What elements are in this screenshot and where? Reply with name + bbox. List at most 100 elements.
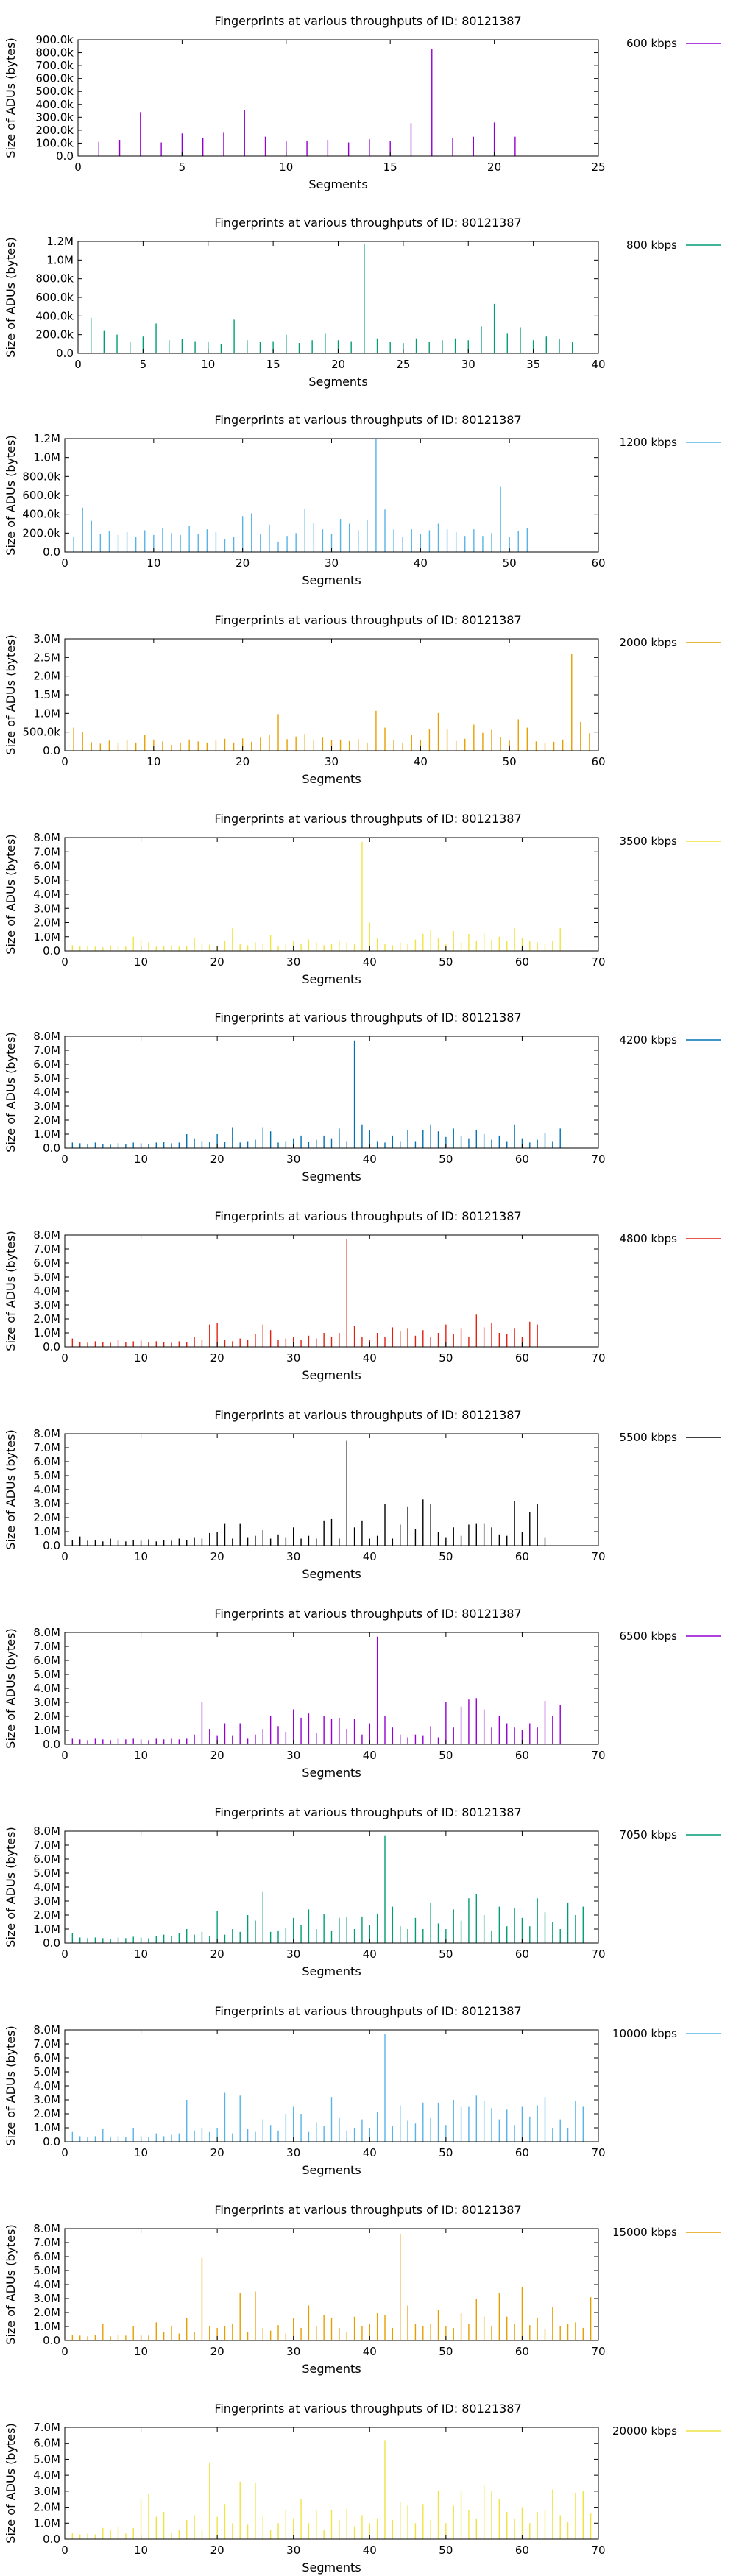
x-axis-label: Segments <box>302 1964 361 1978</box>
x-tick-label: 10 <box>134 1153 148 1166</box>
x-tick-label: 60 <box>515 2345 529 2358</box>
x-tick-label: 5 <box>179 160 186 174</box>
y-tick-label: 200.0k <box>35 124 74 137</box>
y-tick-label: 8.0M <box>33 1030 60 1043</box>
y-tick-label: 0.0 <box>43 1936 60 1950</box>
chart-panel-5: Fingerprints at various throughputs of I… <box>4 812 721 986</box>
x-tick-label: 50 <box>439 1947 453 1961</box>
y-tick-label: 1.0M <box>33 1525 60 1538</box>
y-tick-label: 0.0 <box>43 944 60 958</box>
x-tick-label: 70 <box>591 1550 605 1563</box>
x-tick-label: 40 <box>363 2146 377 2159</box>
legend-label: 7050 kbps <box>620 1828 678 1841</box>
x-tick-label: 40 <box>363 955 377 969</box>
y-tick-label: 7.0M <box>33 845 60 858</box>
y-tick-label: 400.0k <box>22 508 60 521</box>
x-axis-label: Segments <box>302 2163 361 2177</box>
y-tick-label: 2.0M <box>33 2306 60 2319</box>
x-tick-label: 40 <box>414 755 428 768</box>
x-tick-label: 0 <box>61 955 68 969</box>
y-tick-label: 5.0M <box>33 2452 60 2466</box>
y-tick-label: 1.0M <box>33 1724 60 1737</box>
y-tick-label: 1.0M <box>33 707 60 720</box>
x-tick-label: 0 <box>61 755 68 768</box>
y-tick-label: 1.0M <box>33 2516 60 2530</box>
legend-label: 600 kbps <box>626 37 677 50</box>
y-tick-label: 3.0M <box>33 1894 60 1908</box>
x-tick-label: 10 <box>279 160 293 174</box>
x-axis-label: Segments <box>308 177 367 191</box>
x-tick-label: 20 <box>331 358 345 371</box>
y-tick-label: 5.0M <box>33 2065 60 2078</box>
y-tick-label: 0.0 <box>43 1142 60 1155</box>
x-tick-label: 10 <box>134 1351 148 1365</box>
y-tick-label: 4.0M <box>33 1682 60 1695</box>
x-axis-label: Segments <box>302 1567 361 1581</box>
x-tick-label: 60 <box>515 1550 529 1563</box>
y-tick-label: 4.0M <box>33 1086 60 1099</box>
y-tick-label: 200.0k <box>22 526 60 539</box>
x-tick-label: 35 <box>526 358 540 371</box>
x-tick-label: 20 <box>210 1550 224 1563</box>
y-tick-label: 1.0M <box>33 1128 60 1141</box>
x-tick-label: 5 <box>140 358 147 371</box>
x-tick-label: 20 <box>210 955 224 969</box>
y-tick-label: 6.0M <box>33 860 60 873</box>
y-tick-label: 5.0M <box>33 1270 60 1284</box>
x-tick-label: 20 <box>487 160 501 174</box>
y-tick-label: 7.0M <box>33 1242 60 1256</box>
x-tick-label: 10 <box>134 2146 148 2159</box>
y-tick-label: 400.0k <box>35 98 74 111</box>
y-axis-label: Size of ADUs (bytes) <box>4 2423 18 2543</box>
legend-label: 3500 kbps <box>620 835 678 848</box>
y-axis-label: Size of ADUs (bytes) <box>4 1628 18 1748</box>
x-tick-label: 70 <box>591 1153 605 1166</box>
y-tick-label: 4.0M <box>33 2278 60 2291</box>
x-tick-label: 20 <box>236 556 250 570</box>
y-tick-label: 0.0 <box>43 744 60 757</box>
x-tick-label: 70 <box>591 1351 605 1365</box>
y-tick-label: 4.0M <box>33 2469 60 2482</box>
y-tick-label: 7.0M <box>33 1044 60 1057</box>
chart-panel-11: Fingerprints at various throughputs of I… <box>4 2004 721 2177</box>
y-tick-label: 4.0M <box>33 888 60 901</box>
legend-label: 10000 kbps <box>612 2027 677 2040</box>
y-tick-label: 6.0M <box>33 1455 60 1468</box>
y-tick-label: 2.5M <box>33 651 60 664</box>
x-tick-label: 60 <box>515 2146 529 2159</box>
y-tick-label: 2.0M <box>33 2107 60 2120</box>
y-tick-label: 5.0M <box>33 1668 60 1681</box>
y-tick-label: 3.0M <box>33 1100 60 1113</box>
legend-label: 4800 kbps <box>620 1232 678 1245</box>
x-tick-label: 40 <box>363 2345 377 2358</box>
legend-label: 15000 kbps <box>612 2226 677 2239</box>
x-tick-label: 60 <box>515 2544 529 2557</box>
x-axis-label: Segments <box>302 1766 361 1780</box>
x-tick-label: 30 <box>286 1749 300 1762</box>
x-tick-label: 20 <box>236 755 250 768</box>
x-tick-label: 30 <box>461 358 475 371</box>
chart-title: Fingerprints at various throughputs of I… <box>214 2203 521 2217</box>
chart-panel-7: Fingerprints at various throughputs of I… <box>4 1209 721 1382</box>
x-tick-label: 10 <box>146 556 160 570</box>
chart-title: Fingerprints at various throughputs of I… <box>214 1408 521 1422</box>
legend-label: 6500 kbps <box>620 1630 678 1643</box>
y-tick-label: 6.0M <box>33 2051 60 2064</box>
chart-panel-6: Fingerprints at various throughputs of I… <box>4 1011 721 1183</box>
y-tick-label: 7.0M <box>33 2037 60 2050</box>
x-tick-label: 25 <box>396 358 410 371</box>
chart-panel-4: Fingerprints at various throughputs of I… <box>4 613 721 786</box>
x-tick-label: 30 <box>286 2544 300 2557</box>
y-tick-label: 800.0k <box>35 46 74 60</box>
y-tick-label: 500.0k <box>35 85 74 98</box>
plot-frame <box>64 2427 599 2540</box>
x-tick-label: 0 <box>61 556 68 570</box>
x-tick-label: 0 <box>61 1153 68 1166</box>
y-tick-label: 1.0M <box>33 1922 60 1936</box>
y-tick-label: 1.0M <box>33 2320 60 2333</box>
chart-title: Fingerprints at various throughputs of I… <box>214 1209 521 1223</box>
chart-title: Fingerprints at various throughputs of I… <box>214 1011 521 1025</box>
plot-frame <box>64 1036 599 1149</box>
x-tick-label: 40 <box>363 1947 377 1961</box>
